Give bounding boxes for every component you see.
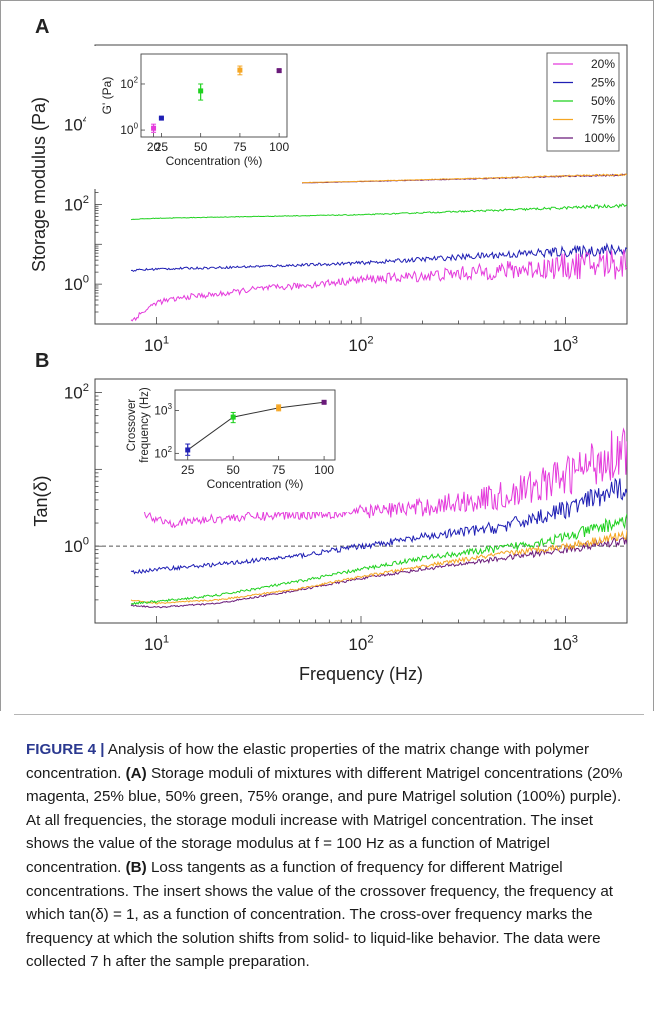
series-line-100pct [130, 537, 627, 609]
series-line-20pct [130, 427, 627, 529]
y-axis-label: Storage modulus (Pa) [29, 97, 49, 272]
inset-point-100pct [276, 68, 282, 74]
x-tick-label: 101 [144, 334, 169, 355]
caption-divider [14, 714, 644, 715]
inset-point-50pct [198, 88, 204, 94]
inset-y-axis-label: Crossoverfrequency (Hz) [126, 387, 151, 463]
inset-x-tick-label: 50 [194, 140, 208, 154]
inset-point-25pct [158, 115, 164, 121]
series-line-50pct [130, 513, 627, 606]
inset-x-tick-label: 75 [233, 140, 247, 154]
inset-x-tick-label: 75 [272, 463, 286, 477]
inset-x-tick-label: 25 [181, 463, 195, 477]
x-tick-label: 102 [348, 633, 373, 654]
caption-b-text: Loss tangents as a function of frequency… [26, 858, 614, 971]
caption-a-tag: (A) [125, 764, 147, 782]
y-tick-label: 104 [64, 114, 89, 135]
inset-y-tick-label: 100 [120, 122, 138, 137]
x-tick-label: 103 [553, 334, 578, 355]
inset-y-tick-label: 102 [154, 445, 172, 460]
legend-label: 25% [591, 76, 615, 90]
inset-frame [174, 389, 336, 461]
panel-letter: B [35, 350, 49, 372]
x-axis-label: Frequency (Hz) [299, 664, 423, 684]
legend-box [546, 52, 620, 152]
panel-letter: A [35, 16, 49, 38]
inset-y-tick-label: 103 [154, 402, 172, 417]
inset-x-axis-label: Concentration (%) [207, 477, 304, 491]
inset-x-tick-label: 100 [269, 140, 289, 154]
inset-x-axis-label: Concentration (%) [166, 154, 263, 168]
panel-B: 101 102 103 100 102 Tan(δ) Frequency (Hz) B 25 50… [31, 350, 628, 684]
series-line-25pct [130, 242, 627, 273]
legend-label: 20% [591, 57, 615, 71]
inset-point-20pct [151, 125, 157, 131]
figure-frame: 101 102 103 100 102 104 Storage modulus (Pa) A 2… [0, 0, 654, 711]
inset-y-tick-label: 102 [120, 76, 138, 91]
series-line-20pct [130, 249, 627, 322]
caption-intro: Analysis of how the elastic properties o… [26, 741, 590, 782]
figure-caption: FIGURE 4 | Analysis of how the elastic p… [26, 738, 636, 974]
inset-point-25pct [185, 447, 191, 453]
inset-x-tick-label: 25 [155, 140, 169, 154]
caption-label: FIGURE 4 | [26, 741, 105, 758]
x-tick-label: 102 [348, 334, 373, 355]
y-axis-label: Tan(δ) [31, 475, 51, 526]
inset-y-axis-label: G' (Pa) [100, 77, 114, 115]
inset-x-tick-label: 20 [147, 140, 161, 154]
series-line-50pct [130, 203, 627, 221]
inset-B: 25 50 75 100 102 103 Concentration (%) Crossove… [120, 382, 350, 512]
inset-connect-line [187, 401, 325, 451]
legend: 20% 25% 50% 75% 100% [546, 52, 620, 152]
series-line-25pct [130, 477, 627, 575]
caption-a-text: Storage moduli of mixtures with differen… [26, 764, 623, 876]
y-tick-label: 102 [64, 194, 89, 215]
x-tick-label: 101 [144, 633, 169, 654]
inset-x-tick-label: 50 [227, 463, 241, 477]
series-line-75pct [130, 530, 627, 605]
inset-background [86, 46, 302, 189]
legend-label: 50% [591, 94, 615, 108]
figure-svg: 101 102 103 100 102 104 Storage modulus (Pa) A 2… [29, 16, 628, 684]
inset-x-tick-label: 100 [314, 463, 334, 477]
inset-point-100pct [321, 399, 327, 405]
inset-point-75pct [276, 405, 282, 411]
inset-point-75pct [237, 67, 243, 73]
y-tick-label: 100 [64, 273, 89, 294]
legend-label: 100% [584, 131, 615, 145]
inset-point-50pct [230, 414, 236, 420]
y-tick-label: 100 [64, 536, 89, 557]
caption-b-tag: (B) [125, 858, 147, 876]
y-tick-label: 102 [64, 382, 89, 403]
panel-A: 101 102 103 100 102 104 Storage modulus (Pa) A 2… [29, 16, 628, 355]
inset-frame [140, 53, 288, 138]
legend-label: 75% [591, 113, 615, 127]
x-tick-label: 103 [553, 633, 578, 654]
